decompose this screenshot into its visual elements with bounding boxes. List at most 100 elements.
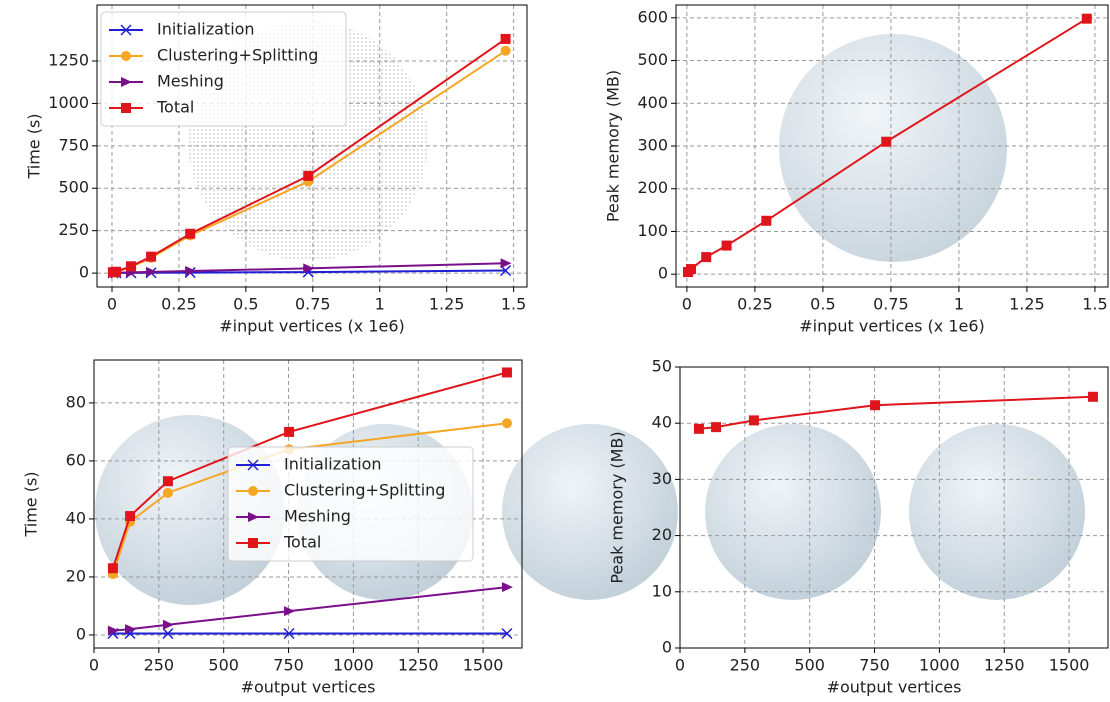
x-tick-label: 1.5 <box>501 295 526 314</box>
marker <box>501 582 513 593</box>
legend-box <box>227 446 474 562</box>
marker <box>303 263 315 274</box>
marker <box>185 228 196 239</box>
marker <box>121 103 131 113</box>
chart: 0 250 500 750 1000 1250 1500 0 10 20 30 40 50 #output… <box>608 357 1109 697</box>
marker <box>721 240 732 251</box>
marker <box>146 266 158 277</box>
marker <box>126 261 137 272</box>
marker <box>881 136 892 147</box>
x-tick-label: 500 <box>794 656 825 675</box>
x-tick-label: 0.75 <box>873 295 909 314</box>
plot-frame <box>93 359 523 649</box>
x-axis-label: #input vertices (x 1e6) <box>799 317 985 336</box>
y-tick-label: 200 <box>637 178 668 197</box>
marker <box>500 33 511 44</box>
marker <box>107 625 119 636</box>
y-tick-label: 20 <box>66 566 86 585</box>
marker <box>283 627 295 640</box>
x-tick-label: 1000 <box>919 656 960 675</box>
x-tick-label: 1.5 <box>1082 295 1107 314</box>
y-tick-label: 80 <box>66 392 86 411</box>
x-tick-label: 250 <box>144 656 175 675</box>
y-tick-label: 10 <box>652 581 672 600</box>
marker <box>120 24 132 36</box>
marker <box>185 266 197 277</box>
x-tick-label: 750 <box>859 656 890 675</box>
marker <box>711 422 722 433</box>
marker <box>303 170 314 181</box>
x-axis-label: #input vertices (x 1e6) <box>219 317 405 336</box>
marker <box>500 45 511 56</box>
x-tick-label: 1500 <box>463 656 504 675</box>
marker <box>501 367 512 378</box>
legend-box <box>100 11 347 127</box>
marker <box>761 215 772 226</box>
y-tick-label: 1000 <box>48 93 89 112</box>
marker <box>1087 391 1098 402</box>
x-tick-label: 0.25 <box>161 295 197 314</box>
legend: Initialization Clustering+Splitting Meshin… <box>227 446 474 562</box>
marker <box>111 266 122 277</box>
y-tick-label: 50 <box>652 357 672 376</box>
marker <box>501 627 513 640</box>
marker <box>284 606 296 617</box>
mesh-sphere <box>705 424 881 600</box>
marker <box>1081 13 1092 24</box>
marker <box>500 258 512 269</box>
legend-label: Clustering+Splitting <box>157 46 318 65</box>
legend-label: Initialization <box>284 455 382 474</box>
y-axis-label: Time (s) <box>25 113 44 179</box>
x-axis-label: #output vertices <box>241 678 376 697</box>
y-tick-label: 300 <box>637 136 668 155</box>
x-tick-label: 0.75 <box>295 295 331 314</box>
x-tick-label: 250 <box>730 656 761 675</box>
y-tick-label: 0 <box>76 624 86 643</box>
x-tick-label: 1250 <box>984 656 1025 675</box>
legend-label: Clustering+Splitting <box>284 481 445 500</box>
legend: Initialization Clustering+Splitting Meshin… <box>100 11 347 127</box>
y-tick-label: 500 <box>58 178 89 197</box>
marker <box>685 264 696 275</box>
y-tick-label: 500 <box>637 50 668 69</box>
legend-label: Meshing <box>157 72 224 91</box>
y-tick-label: 0 <box>662 638 672 657</box>
mesh-sphere <box>779 34 1007 262</box>
x-tick-label: 0.25 <box>737 295 773 314</box>
x-tick-label: 0 <box>675 656 685 675</box>
marker <box>284 426 295 437</box>
chart: 0 250 500 750 1000 1250 1500 0 20 40 60 80 #output v… <box>22 359 523 697</box>
x-tick-label: 1000 <box>333 656 374 675</box>
legend-label: Meshing <box>284 507 351 526</box>
y-tick-label: 40 <box>652 413 672 432</box>
y-axis-label: Peak memory (MB) <box>608 431 627 583</box>
y-tick-label: 100 <box>637 221 668 240</box>
marker <box>162 619 174 630</box>
x-tick-label: 1 <box>375 295 385 314</box>
x-tick-label: 0.5 <box>233 295 258 314</box>
y-axis-label: Time (s) <box>22 471 41 537</box>
mesh-sphere <box>502 424 678 600</box>
marker <box>248 486 258 496</box>
marker <box>693 423 704 434</box>
marker <box>146 251 157 262</box>
marker <box>248 538 258 548</box>
legend-label: Initialization <box>157 20 255 39</box>
x-tick-label: 1 <box>954 295 964 314</box>
mesh-sphere <box>909 424 1085 600</box>
marker <box>870 400 881 411</box>
marker <box>121 51 131 61</box>
y-axis-label: Peak memory (MB) <box>604 70 623 222</box>
marker <box>247 459 259 471</box>
y-tick-label: 400 <box>637 93 668 112</box>
x-tick-label: 1.25 <box>429 295 465 314</box>
y-tick-label: 30 <box>652 469 672 488</box>
y-tick-label: 20 <box>652 525 672 544</box>
x-tick-label: 0.5 <box>810 295 835 314</box>
marker <box>162 487 173 498</box>
x-tick-label: 1.25 <box>1009 295 1045 314</box>
marker <box>162 476 173 487</box>
marker <box>121 77 132 87</box>
y-tick-label: 600 <box>637 7 668 26</box>
